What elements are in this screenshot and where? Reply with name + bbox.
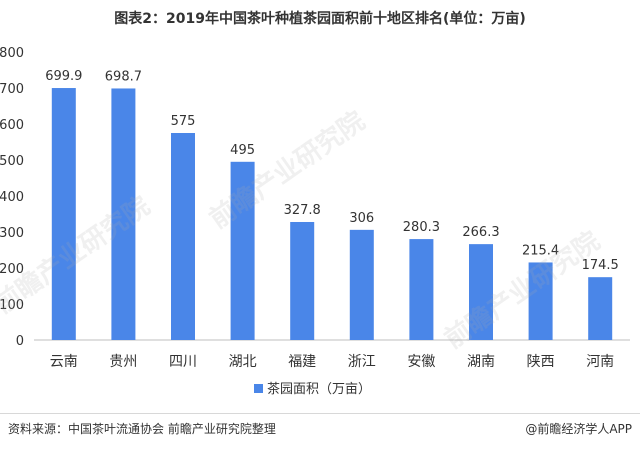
x-tick-label: 贵州 (109, 354, 137, 370)
x-tick-label: 湖南 (467, 354, 495, 370)
y-tick-label: 0 (16, 334, 24, 349)
legend-swatch (254, 384, 263, 393)
bar (588, 277, 613, 340)
bar (171, 133, 195, 340)
source-note: 资料来源：中国茶叶流通协会 前瞻产业研究院整理 (8, 422, 276, 436)
x-tick-label: 陕西 (527, 354, 555, 370)
x-tick-label: 安徽 (407, 354, 435, 370)
y-tick-label: 200 (0, 262, 24, 277)
bar (51, 88, 76, 340)
y-tick-label: 100 (0, 298, 24, 313)
data-label: 698.7 (105, 69, 142, 84)
bar (528, 262, 553, 340)
data-label: 280.3 (403, 220, 440, 235)
x-tick-label: 福建 (288, 354, 316, 370)
x-tick-label: 云南 (50, 354, 78, 370)
legend-label: 茶园面积（万亩） (267, 381, 371, 397)
y-tick-label: 700 (0, 82, 24, 97)
data-label: 699.9 (45, 69, 82, 84)
footer-divider (0, 413, 640, 414)
data-label: 495 (230, 143, 255, 158)
bar (349, 229, 374, 340)
y-tick-label: 400 (0, 190, 24, 205)
credit-text: @前瞻经济学人APP (525, 422, 632, 436)
data-label: 266.3 (462, 225, 499, 240)
y-tick-label: 600 (0, 118, 24, 133)
x-tick-label: 湖北 (229, 354, 257, 370)
bar (290, 221, 315, 340)
data-label: 306 (349, 211, 374, 226)
bar (111, 88, 136, 340)
x-tick-label: 浙江 (348, 354, 376, 370)
data-label: 174.5 (582, 258, 619, 273)
data-label: 327.8 (284, 203, 321, 218)
x-tick-label: 河南 (586, 354, 614, 370)
y-tick-label: 500 (0, 154, 24, 169)
y-tick-label: 800 (0, 46, 24, 61)
data-label: 215.4 (522, 243, 559, 258)
bar (469, 244, 493, 340)
bar (230, 161, 255, 340)
y-tick-label: 300 (0, 226, 24, 241)
x-tick-label: 四川 (169, 354, 197, 370)
chart-title: 图表2：2019年中国茶叶种植茶园面积前十地区排名(单位：万亩) (114, 11, 526, 27)
bar (409, 239, 434, 340)
data-label: 575 (171, 114, 196, 129)
